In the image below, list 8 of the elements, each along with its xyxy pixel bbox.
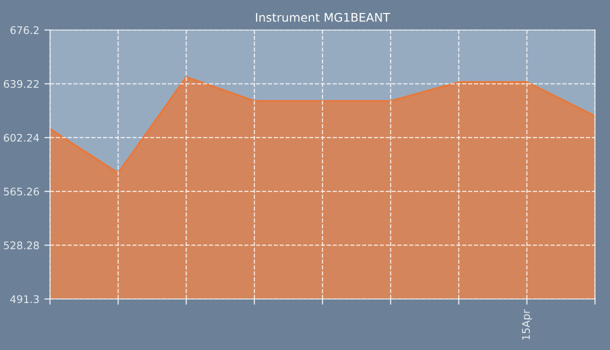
x-tick-label: 15Apr — [522, 309, 532, 340]
y-tick-label: 491.3 — [10, 295, 39, 304]
y-tick-label: 639.22 — [4, 80, 39, 88]
chart-title: Instrument MG1BEANT — [256, 12, 390, 22]
y-tick-label: 565.26 — [4, 188, 39, 196]
y-tick-label: 602.24 — [4, 134, 39, 142]
y-tick-label: 528.28 — [4, 241, 39, 250]
y-tick-label: 676.2 — [10, 26, 39, 34]
